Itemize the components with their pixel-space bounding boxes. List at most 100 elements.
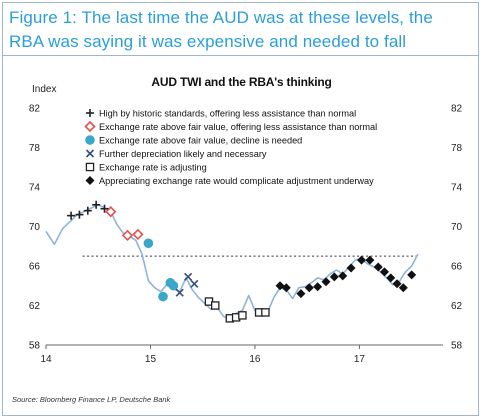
y-tick-label-right: 74 bbox=[451, 183, 463, 194]
filled-diamond-marker bbox=[398, 283, 408, 293]
filled-diamond-marker bbox=[392, 279, 402, 289]
series-2-point bbox=[168, 280, 179, 291]
filled-diamond-marker bbox=[379, 267, 389, 277]
y-tick-label-right: 58 bbox=[451, 341, 463, 352]
series-2-point bbox=[143, 238, 154, 249]
x-tick-label: 14 bbox=[40, 354, 52, 365]
x-marker-b bbox=[190, 279, 199, 288]
y-tick-label-left: 66 bbox=[29, 262, 41, 273]
legend-label-3: Further depreciation likely and necessar… bbox=[99, 149, 267, 159]
x-tick-label: 17 bbox=[354, 354, 366, 365]
x-marker-b bbox=[85, 149, 95, 158]
legend-marker-0 bbox=[86, 109, 94, 117]
filled-diamond-marker bbox=[313, 282, 323, 292]
series-1-point bbox=[105, 206, 117, 218]
open-diamond-marker bbox=[105, 206, 117, 218]
series-5-point bbox=[329, 272, 339, 282]
filled-circle-marker bbox=[143, 238, 154, 249]
figure-frame bbox=[2, 2, 479, 416]
figure-title: Figure 1: The last time the AUD was at t… bbox=[9, 6, 475, 54]
filled-diamond-marker bbox=[321, 277, 331, 287]
legend-label-4: Exchange rate is adjusting bbox=[99, 162, 207, 172]
series-0-point bbox=[92, 200, 101, 209]
filled-diamond-marker bbox=[365, 255, 375, 265]
filled-diamond-marker bbox=[338, 271, 348, 281]
legend-marker-5 bbox=[85, 176, 95, 185]
series-5-point bbox=[321, 277, 331, 287]
y-tick-label-right: 78 bbox=[451, 143, 463, 154]
open-square-marker bbox=[261, 308, 270, 317]
series-5-point bbox=[313, 282, 323, 292]
series-4-point bbox=[238, 311, 247, 320]
legend-marker-4 bbox=[85, 162, 95, 172]
legend-marker-2 bbox=[85, 135, 95, 145]
filled-circle-marker bbox=[168, 280, 179, 291]
series-0-point bbox=[83, 206, 92, 215]
series-0-point bbox=[75, 210, 84, 219]
series-1-point bbox=[121, 229, 134, 242]
y-axis-label: Index bbox=[32, 84, 56, 95]
chart-title: AUD TWI and the RBA's thinking bbox=[151, 75, 332, 89]
open-diamond-marker bbox=[84, 120, 96, 133]
series-3-point bbox=[175, 288, 184, 297]
series-2-point bbox=[158, 291, 168, 302]
x-marker-b bbox=[175, 288, 184, 297]
filled-circle-marker bbox=[158, 291, 168, 302]
legend-marker-1 bbox=[84, 120, 96, 133]
series-4-point bbox=[261, 308, 270, 317]
title-divider bbox=[2, 55, 479, 56]
filled-diamond-marker bbox=[407, 270, 417, 280]
open-diamond-marker bbox=[132, 228, 144, 241]
series-5-point bbox=[392, 279, 402, 289]
figure-title-line-1: Figure 1: The last time the AUD was at t… bbox=[9, 8, 433, 27]
filled-diamond-marker bbox=[85, 176, 95, 185]
y-tick-label-right: 82 bbox=[451, 104, 463, 115]
legend-label-1: Exchange rate above fair value, offering… bbox=[99, 122, 377, 132]
series-5-point bbox=[338, 271, 348, 281]
filled-diamond-marker bbox=[329, 272, 339, 282]
filled-diamond-marker bbox=[281, 283, 291, 293]
series-0-point bbox=[67, 211, 76, 220]
filled-diamond-marker bbox=[346, 263, 356, 273]
open-square-marker bbox=[210, 301, 220, 310]
legend-marker-3 bbox=[85, 149, 95, 158]
figure-title-line-2: RBA was saying it was expensive and need… bbox=[9, 32, 407, 51]
filled-diamond-marker bbox=[386, 273, 396, 283]
series-5-point bbox=[357, 255, 367, 265]
open-square-marker bbox=[238, 311, 247, 320]
series-5-point bbox=[346, 263, 356, 273]
series-0-point bbox=[100, 204, 109, 213]
series-1-point bbox=[132, 228, 144, 241]
series-5-point bbox=[398, 283, 408, 293]
y-tick-label-left: 62 bbox=[29, 301, 41, 312]
series-5-point bbox=[373, 262, 383, 272]
y-tick-label-left: 78 bbox=[29, 143, 41, 154]
series-5-point bbox=[281, 283, 291, 293]
open-diamond-marker bbox=[121, 229, 134, 242]
open-square-marker bbox=[85, 162, 95, 172]
source-note: Source: Bloomberg Finance LP, Deutsche B… bbox=[12, 395, 171, 404]
y-tick-label-right: 70 bbox=[451, 222, 463, 233]
series-5-point bbox=[304, 283, 314, 293]
series-5-point bbox=[407, 270, 417, 280]
series-5-point bbox=[296, 289, 306, 299]
y-tick-label-right: 66 bbox=[451, 262, 463, 273]
y-tick-label-left: 82 bbox=[29, 104, 41, 115]
series-5-point bbox=[379, 267, 389, 277]
series-4-point bbox=[210, 301, 220, 310]
y-tick-label-left: 74 bbox=[29, 183, 41, 194]
x-tick-label: 15 bbox=[145, 354, 157, 365]
y-tick-label-right: 62 bbox=[451, 301, 463, 312]
x-marker-b bbox=[184, 272, 193, 281]
legend-label-2: Exchange rate above fair value, decline … bbox=[99, 135, 302, 145]
filled-diamond-marker bbox=[296, 289, 306, 299]
filled-diamond-marker bbox=[373, 262, 383, 272]
series-3-point bbox=[184, 272, 193, 281]
filled-circle-marker bbox=[85, 135, 95, 145]
series-5-point bbox=[365, 255, 375, 265]
series-3-point bbox=[190, 279, 199, 288]
legend-label-5: Appreciating exchange rate would complic… bbox=[99, 176, 374, 186]
legend-label-0: High by historic standards, offering les… bbox=[99, 108, 356, 118]
filled-diamond-marker bbox=[357, 255, 367, 265]
